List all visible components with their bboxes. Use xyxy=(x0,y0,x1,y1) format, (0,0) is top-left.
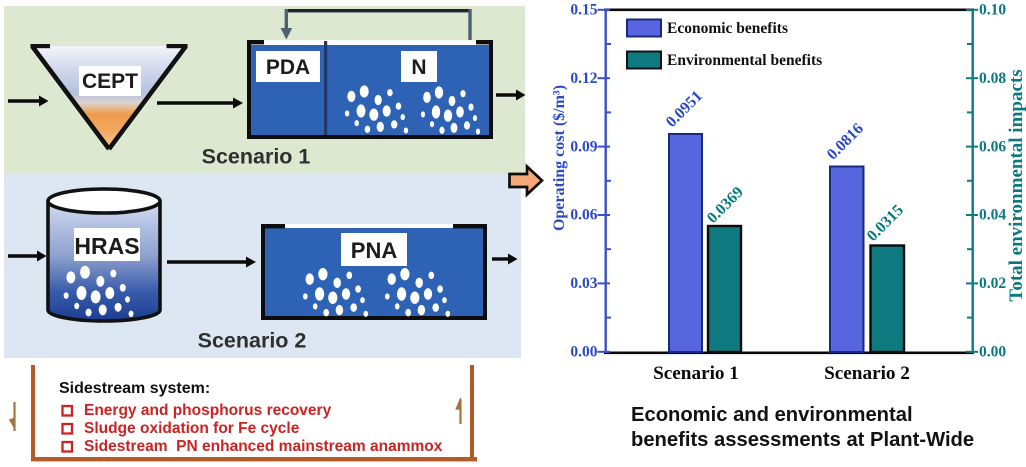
svg-text:N: N xyxy=(411,56,426,79)
svg-text:Scenario 1: Scenario 1 xyxy=(202,145,311,169)
svg-text:0.04: 0.04 xyxy=(979,207,1006,224)
svg-text:CEPT: CEPT xyxy=(82,70,138,93)
svg-text:Sidestream PN enhanced mainst: Sidestream PN enhanced mainstream anammo… xyxy=(84,438,443,455)
svg-text:0.0369: 0.0369 xyxy=(704,184,747,227)
svg-text:Sidestream system:: Sidestream system: xyxy=(59,380,210,397)
svg-text:Scenario 2: Scenario 2 xyxy=(198,329,307,353)
svg-text:PDA: PDA xyxy=(266,56,310,79)
svg-text:HRAS: HRAS xyxy=(74,233,139,259)
svg-text:0.15: 0.15 xyxy=(570,2,597,19)
svg-text:0.00: 0.00 xyxy=(979,344,1006,361)
svg-text:benefits assessments at Plant-: benefits assessments at Plant-Wide xyxy=(631,429,974,451)
svg-text:0.03: 0.03 xyxy=(570,275,597,292)
svg-text:0.0315: 0.0315 xyxy=(864,202,907,245)
svg-text:PNA: PNA xyxy=(351,238,398,263)
svg-text:0.0816: 0.0816 xyxy=(824,120,867,163)
svg-text:Scenario 2: Scenario 2 xyxy=(824,363,910,384)
svg-text:0.02: 0.02 xyxy=(979,275,1006,292)
svg-text:0.10: 0.10 xyxy=(979,2,1006,19)
svg-text:Economic benefits: Economic benefits xyxy=(667,20,788,37)
svg-text:Scenario 1: Scenario 1 xyxy=(653,363,739,384)
svg-text:Sludge oxidation for Fe cycle: Sludge oxidation for Fe cycle xyxy=(84,420,300,437)
svg-text:0.06: 0.06 xyxy=(570,207,597,224)
svg-text:0.09: 0.09 xyxy=(570,138,597,155)
svg-text:0.0951: 0.0951 xyxy=(663,88,706,131)
svg-text:Operating cost ($/m³): Operating cost ($/m³) xyxy=(551,85,568,231)
svg-text:Energy and phosphorus recovery: Energy and phosphorus recovery xyxy=(84,402,332,419)
svg-text:0.08: 0.08 xyxy=(979,70,1006,87)
svg-text:0.12: 0.12 xyxy=(570,70,597,87)
svg-text:Total environmental impacts: Total environmental impacts xyxy=(1006,69,1026,301)
svg-text:0.06: 0.06 xyxy=(979,138,1006,155)
svg-text:0.00: 0.00 xyxy=(570,344,597,361)
svg-text:Environmental benefits: Environmental benefits xyxy=(667,52,822,69)
svg-text:Economic and environmental: Economic and environmental xyxy=(631,404,913,426)
